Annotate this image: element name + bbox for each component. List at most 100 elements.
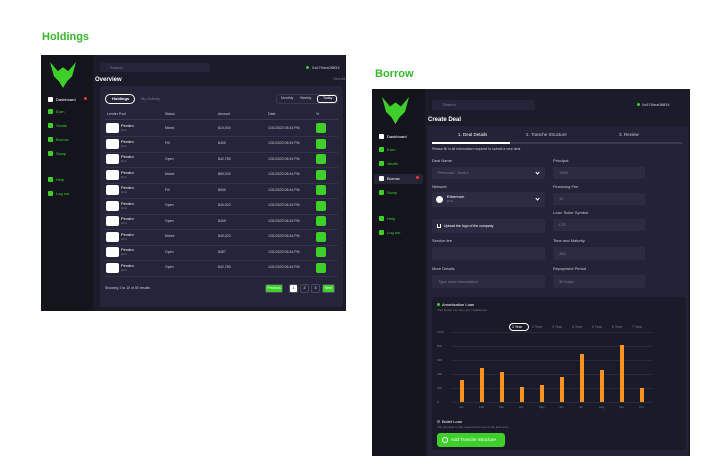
input-sub: ETH: [447, 199, 453, 203]
header-divider: [105, 119, 338, 120]
option-title: Bullet Loan: [442, 419, 463, 424]
sidebar-item[interactable]: Vaults: [56, 123, 67, 128]
field-label: Loan Ticker Symbol: [553, 210, 589, 215]
sidebar-icon: [48, 137, 53, 142]
network-icon: [436, 196, 443, 203]
page-button[interactable]: 2: [300, 284, 309, 293]
input[interactable]: [432, 275, 545, 288]
add-tranche-button[interactable]: [437, 433, 505, 447]
field-label: Deal Name: [432, 158, 453, 163]
sidebar-icon: [379, 134, 384, 139]
action-button[interactable]: [316, 154, 326, 164]
results-summary: Showing 1 to 10 of 50 results: [105, 286, 151, 290]
period-tab: 3 Year: [552, 324, 562, 329]
search-box[interactable]: [432, 100, 535, 110]
y-tick-label: 600: [437, 357, 443, 362]
search-box[interactable]: [100, 63, 210, 72]
sidebar: [372, 89, 425, 456]
page-button[interactable]: Previous: [265, 284, 283, 293]
sidebar-item[interactable]: Vaults: [387, 161, 398, 166]
pool-name: Pexdro: [121, 154, 134, 159]
sidebar-item[interactable]: Log out: [387, 230, 401, 235]
bar: [540, 385, 544, 402]
x-tick-label: May: [539, 405, 545, 409]
action-button[interactable]: [316, 200, 326, 211]
view-all: View All: [333, 77, 346, 81]
column-header: Status: [165, 112, 175, 116]
notif-dot: [416, 176, 419, 179]
status: Fill: [165, 141, 170, 145]
chart-title: Amortization Loan: [442, 302, 475, 307]
sidebar-item[interactable]: Swap: [56, 151, 67, 156]
sidebar-icon: [48, 123, 53, 128]
page-button[interactable]: 1: [289, 284, 298, 293]
field-label: Repayment Period: [553, 266, 587, 271]
sidebar-item[interactable]: Borrow: [387, 176, 400, 181]
action-button[interactable]: [316, 247, 326, 257]
input[interactable]: [553, 193, 645, 205]
input[interactable]: [553, 247, 645, 260]
pool-ticker: ELG: [121, 190, 128, 194]
pool-name: Pexdro: [121, 169, 134, 175]
sidebar-icon: [379, 216, 384, 221]
date: 1/31/2023 06:34 PM: [268, 234, 300, 238]
action-button[interactable]: [316, 231, 326, 242]
chart-subtitle: Your lender can see your installments: [437, 308, 487, 312]
page-button[interactable]: 3: [311, 284, 320, 293]
period-tab: 6 Year: [612, 324, 622, 329]
upload-button[interactable]: [432, 219, 545, 233]
x-tick-label: Jul: [579, 405, 583, 409]
status: Open: [165, 156, 174, 161]
action-button[interactable]: [316, 262, 326, 273]
period: Today: [323, 96, 333, 100]
pool-name: Pexdro: [121, 216, 134, 221]
search-placeholder: Search: [110, 64, 123, 70]
input[interactable]: [553, 275, 645, 288]
action-button[interactable]: [316, 216, 326, 226]
input[interactable]: [432, 247, 545, 260]
page-button[interactable]: Next: [322, 284, 335, 293]
sidebar-item[interactable]: Help: [387, 216, 396, 221]
action-button[interactable]: [316, 169, 326, 180]
field-label: Service fee: [432, 238, 453, 243]
main-card: [100, 86, 343, 307]
amount: $10,000: [218, 125, 231, 130]
sidebar-item[interactable]: Dashboard: [56, 97, 76, 102]
bar: [520, 387, 524, 402]
action-button[interactable]: [316, 138, 326, 149]
radio-off: [437, 420, 440, 423]
sidebar-item[interactable]: Swap: [387, 190, 398, 195]
pool-logo: [106, 247, 119, 257]
sidebar-item[interactable]: Help: [56, 177, 65, 182]
pool-ticker: ELG: [121, 236, 128, 241]
search-placeholder: Search: [443, 102, 456, 107]
sidebar-item[interactable]: Borrow: [56, 137, 69, 142]
input[interactable]: [553, 219, 645, 231]
bar: [580, 353, 584, 402]
y-tick-label: 400: [437, 371, 443, 376]
action-button[interactable]: [316, 123, 326, 133]
pool-ticker: ELG: [121, 174, 128, 179]
pool-logo: [106, 185, 119, 195]
x-tick-label: Sep: [619, 405, 625, 409]
pool-name: Pexdro: [121, 138, 134, 144]
period-active: [317, 95, 337, 103]
sidebar-item[interactable]: Dashboard: [387, 134, 407, 139]
input[interactable]: [553, 167, 645, 179]
sidebar-item[interactable]: Earn: [387, 147, 396, 152]
amount: $400: [218, 218, 226, 223]
date: 1/31/2023 06:34 PM: [268, 156, 300, 161]
action-button[interactable]: [316, 185, 326, 195]
step: 3. Review: [619, 132, 639, 137]
input[interactable]: [432, 167, 545, 179]
tab: My Activity: [141, 96, 160, 101]
pool-ticker: ELG: [121, 143, 128, 148]
sidebar-item[interactable]: Log out: [56, 191, 70, 196]
input[interactable]: [432, 192, 545, 207]
wallet-address: 0x67f4ea0f8f34: [312, 64, 340, 70]
period: Weekly: [300, 96, 312, 100]
pool-name: Pexdro: [121, 200, 134, 206]
y-tick-label: 800: [437, 343, 443, 348]
sidebar-item[interactable]: Earn: [56, 109, 65, 114]
